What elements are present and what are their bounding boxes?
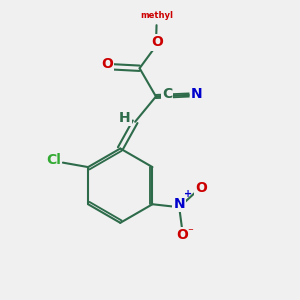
Text: O: O [196, 181, 207, 195]
Text: C: C [162, 86, 172, 100]
Text: +: + [184, 189, 192, 199]
Text: Cl: Cl [46, 153, 62, 167]
Text: O: O [101, 57, 113, 71]
Text: H: H [119, 111, 130, 125]
Text: methyl: methyl [140, 11, 173, 20]
Text: N: N [173, 197, 185, 211]
Text: N: N [191, 86, 203, 100]
Text: O: O [152, 35, 164, 50]
Text: O: O [176, 228, 188, 242]
Text: ⁻: ⁻ [188, 227, 194, 238]
